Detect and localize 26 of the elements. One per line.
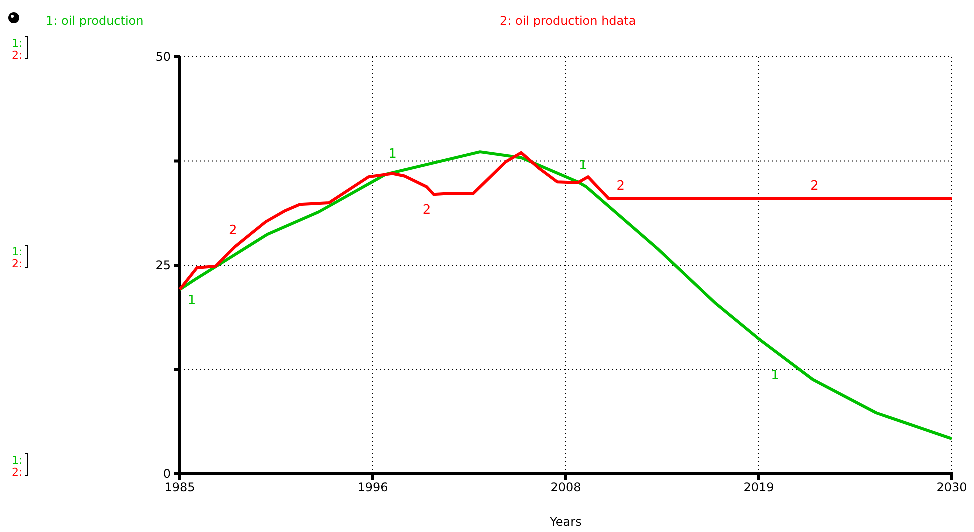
x-tick-label: 2008 — [550, 480, 582, 495]
text: 1: — [12, 246, 23, 258]
text: 1: oil production — [46, 14, 144, 28]
annotation: 2 — [810, 178, 819, 194]
annotation: 1 — [188, 294, 196, 309]
text: 1: — [12, 37, 23, 50]
annotation: 1 — [579, 158, 588, 174]
text: 2: — [12, 49, 23, 62]
x-axis-title: Years — [549, 515, 582, 529]
text: 2: — [12, 258, 23, 270]
x-tick-label: 2030 — [936, 480, 968, 495]
line-series — [178, 150, 954, 440]
annotation: 2 — [616, 178, 626, 194]
y-tick-label: 25 — [156, 258, 171, 272]
annotation: 1 — [771, 368, 780, 384]
text: 1: — [12, 454, 23, 467]
x-tick-label: 1996 — [358, 480, 388, 495]
text: 2: — [12, 466, 23, 479]
y-tick-label: 50 — [156, 50, 171, 64]
text: 2: oil production hdata — [500, 14, 636, 28]
x-tick-label: 1985 — [164, 480, 196, 495]
annotation: 2 — [422, 202, 432, 218]
x-tick-label: 2019 — [744, 480, 774, 495]
y-tick-label: 0 — [163, 466, 171, 481]
annotation: 2 — [229, 224, 238, 239]
annotation: 1 — [388, 146, 397, 162]
